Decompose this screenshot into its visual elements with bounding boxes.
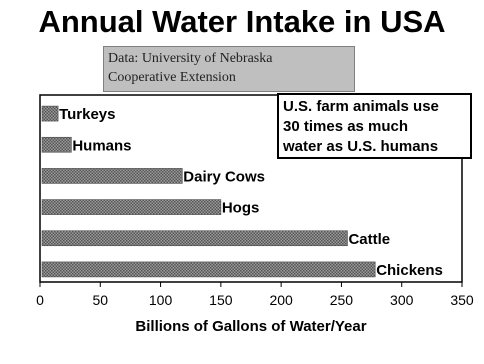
x-tick-label: 150 [209,292,233,308]
source-line-1: Data: University of Nebraska [108,49,350,68]
bar-dairy-cows [42,168,182,183]
x-tick-label: 300 [390,292,414,308]
bar-chickens [42,262,375,277]
bar-label-hogs: Hogs [222,200,260,217]
bar-label-chickens: Chickens [376,262,443,279]
bar-label-turkeys: Turkeys [59,106,115,123]
annotation-box: U.S. farm animals use 30 times as much w… [277,93,472,159]
bar-label-humans: Humans [72,137,131,154]
bar-humans [42,137,71,152]
annotation-line-2: 30 times as much [283,117,466,137]
x-tick-label: 350 [450,292,474,308]
annotation-line-3: water as U.S. humans [283,137,466,157]
x-tick-label: 0 [36,292,44,308]
x-tick-label: 100 [149,292,173,308]
source-box: Data: University of Nebraska Cooperative… [103,46,355,92]
bar-cattle [42,231,347,246]
x-tick-label: 200 [269,292,293,308]
annotation-line-1: U.S. farm animals use [283,97,466,117]
source-line-2: Cooperative Extension [108,68,350,87]
x-tick-label: 250 [330,292,354,308]
bar-label-dairy-cows: Dairy Cows [183,168,265,185]
x-tick-label: 50 [92,292,108,308]
bar-hogs [42,200,221,215]
bar-label-cattle: Cattle [348,231,390,248]
bar-turkeys [42,106,58,121]
x-axis-label: Billions of Gallons of Water/Year [40,318,462,335]
